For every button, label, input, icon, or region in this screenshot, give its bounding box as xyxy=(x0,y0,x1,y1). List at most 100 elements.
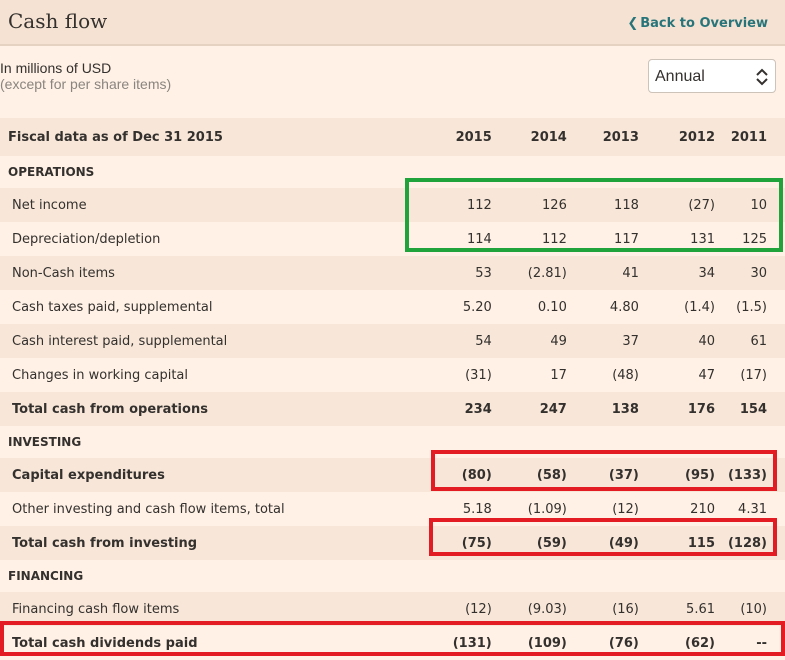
row-label: Cash taxes paid, supplemental xyxy=(0,290,417,324)
cell-value: (133) xyxy=(715,458,785,492)
section-operations: OPERATIONS xyxy=(0,156,785,188)
section-financing: FINANCING xyxy=(0,560,785,592)
table-row: Total cash from operations 234 247 138 176 15… xyxy=(0,392,785,426)
table-header-row: Fiscal data as of Dec 31 2015 2015 2014 201… xyxy=(0,118,785,156)
year-header: 2011 xyxy=(715,118,785,156)
cell-value: (9.03) xyxy=(491,592,567,626)
cell-value: 247 xyxy=(491,392,567,426)
table-row: Total cash from investing (75) (59) (49) 115… xyxy=(0,526,785,560)
table-row: Financing cash flow items (12) (9.03) (16) 5… xyxy=(0,592,785,626)
cell-value: (1.5) xyxy=(715,290,785,324)
row-label: Cash interest paid, supplemental xyxy=(0,324,417,358)
cell-value: (131) xyxy=(416,626,492,660)
cell-value: 10 xyxy=(715,188,785,222)
cell-value: 176 xyxy=(638,392,715,426)
cell-value: 40 xyxy=(638,324,715,358)
cell-value: 118 xyxy=(566,188,639,222)
cell-value: (1.4) xyxy=(638,290,715,324)
cell-value: 41 xyxy=(566,256,639,290)
back-to-overview-link[interactable]: ❮ Back to Overview xyxy=(627,16,768,31)
cell-value: 37 xyxy=(566,324,639,358)
cell-value: (109) xyxy=(491,626,567,660)
year-header: 2015 xyxy=(416,118,492,156)
row-label: Other investing and cash flow items, tot… xyxy=(0,492,417,526)
fiscal-date-label: Fiscal data as of Dec 31 2015 xyxy=(0,118,417,156)
cell-value: (59) xyxy=(491,526,567,560)
cell-value: (58) xyxy=(491,458,567,492)
cell-value: (2.81) xyxy=(491,256,567,290)
row-label: Financing cash flow items xyxy=(0,592,417,626)
back-link-label: Back to Overview xyxy=(640,16,768,31)
section-title: FINANCING xyxy=(0,560,785,592)
units-line-1: In millions of USD xyxy=(0,60,112,76)
row-label: Net income xyxy=(0,188,417,222)
year-header: 2014 xyxy=(491,118,567,156)
cell-value: (16) xyxy=(566,592,639,626)
cell-value: 5.61 xyxy=(638,592,715,626)
cell-value: 0.10 xyxy=(491,290,567,324)
cell-value: (31) xyxy=(416,358,492,392)
cell-value: 30 xyxy=(715,256,785,290)
cell-value: 4.80 xyxy=(566,290,639,324)
row-label: Changes in working capital xyxy=(0,358,417,392)
cell-value: (49) xyxy=(566,526,639,560)
cell-value: (62) xyxy=(638,626,715,660)
cell-value: 210 xyxy=(638,492,715,526)
cell-value: 47 xyxy=(638,358,715,392)
row-label: Total cash dividends paid xyxy=(0,626,417,660)
cell-value: 34 xyxy=(638,256,715,290)
year-header: 2013 xyxy=(566,118,639,156)
cell-value: 5.18 xyxy=(416,492,492,526)
table-row: Other investing and cash flow items, tot… xyxy=(0,492,785,526)
row-label: Total cash from investing xyxy=(0,526,417,560)
cell-value: (27) xyxy=(638,188,715,222)
cell-value: (10) xyxy=(715,592,785,626)
row-label: Depreciation/depletion xyxy=(0,222,417,256)
cell-value: 49 xyxy=(491,324,567,358)
table-row: Capital expenditures (80) (58) (37) (95) (133… xyxy=(0,458,785,492)
cell-value: 5.20 xyxy=(416,290,492,324)
cell-value: 117 xyxy=(566,222,639,256)
table-row: Non-Cash items 53 (2.81) 41 34 30 xyxy=(0,256,785,290)
cell-value: 138 xyxy=(566,392,639,426)
table-row: Cash interest paid, supplemental 54 49 37 40… xyxy=(0,324,785,358)
period-select[interactable]: Annual xyxy=(648,59,776,93)
cell-value: (12) xyxy=(566,492,639,526)
units-note: In millions of USD (except for per share… xyxy=(0,60,171,92)
cell-value: 61 xyxy=(715,324,785,358)
page-header: Cash flow ❮ Back to Overview xyxy=(0,0,785,46)
cell-value: 125 xyxy=(715,222,785,256)
units-line-2: (except for per share items) xyxy=(0,76,172,92)
cell-value: 112 xyxy=(491,222,567,256)
cell-value: 54 xyxy=(416,324,492,358)
table-row: Total cash dividends paid (131) (109) (76)(… xyxy=(0,626,785,660)
up-down-chevrons-icon xyxy=(755,68,769,90)
period-select-value: Annual xyxy=(655,68,705,85)
table-row: Cash taxes paid, supplemental 5.20 0.10 4.8… xyxy=(0,290,785,324)
cell-value: (37) xyxy=(566,458,639,492)
section-title: INVESTING xyxy=(0,426,785,458)
page-title: Cash flow xyxy=(8,9,108,33)
cell-value: (80) xyxy=(416,458,492,492)
cell-value: (128) xyxy=(715,526,785,560)
cash-flow-table: Fiscal data as of Dec 31 2015 2015 2014 201… xyxy=(0,118,785,660)
cell-value: (95) xyxy=(638,458,715,492)
cell-value: 17 xyxy=(491,358,567,392)
cell-value: 53 xyxy=(416,256,492,290)
table-row: Depreciation/depletion 114 112 117 131 125 xyxy=(0,222,785,256)
cell-value: (1.09) xyxy=(491,492,567,526)
cell-value: 154 xyxy=(715,392,785,426)
row-label: Total cash from operations xyxy=(0,392,417,426)
cell-value: 126 xyxy=(491,188,567,222)
chevron-left-icon: ❮ xyxy=(627,16,639,31)
table-row: Changes in working capital (31) 17 (48) 47 (1… xyxy=(0,358,785,392)
row-label: Non-Cash items xyxy=(0,256,417,290)
cell-value: -- xyxy=(715,626,785,660)
cell-value: (76) xyxy=(566,626,639,660)
cell-value: 234 xyxy=(416,392,492,426)
cell-value: 115 xyxy=(638,526,715,560)
cell-value: (17) xyxy=(715,358,785,392)
year-header: 2012 xyxy=(638,118,715,156)
cell-value: (48) xyxy=(566,358,639,392)
section-title: OPERATIONS xyxy=(0,156,785,188)
